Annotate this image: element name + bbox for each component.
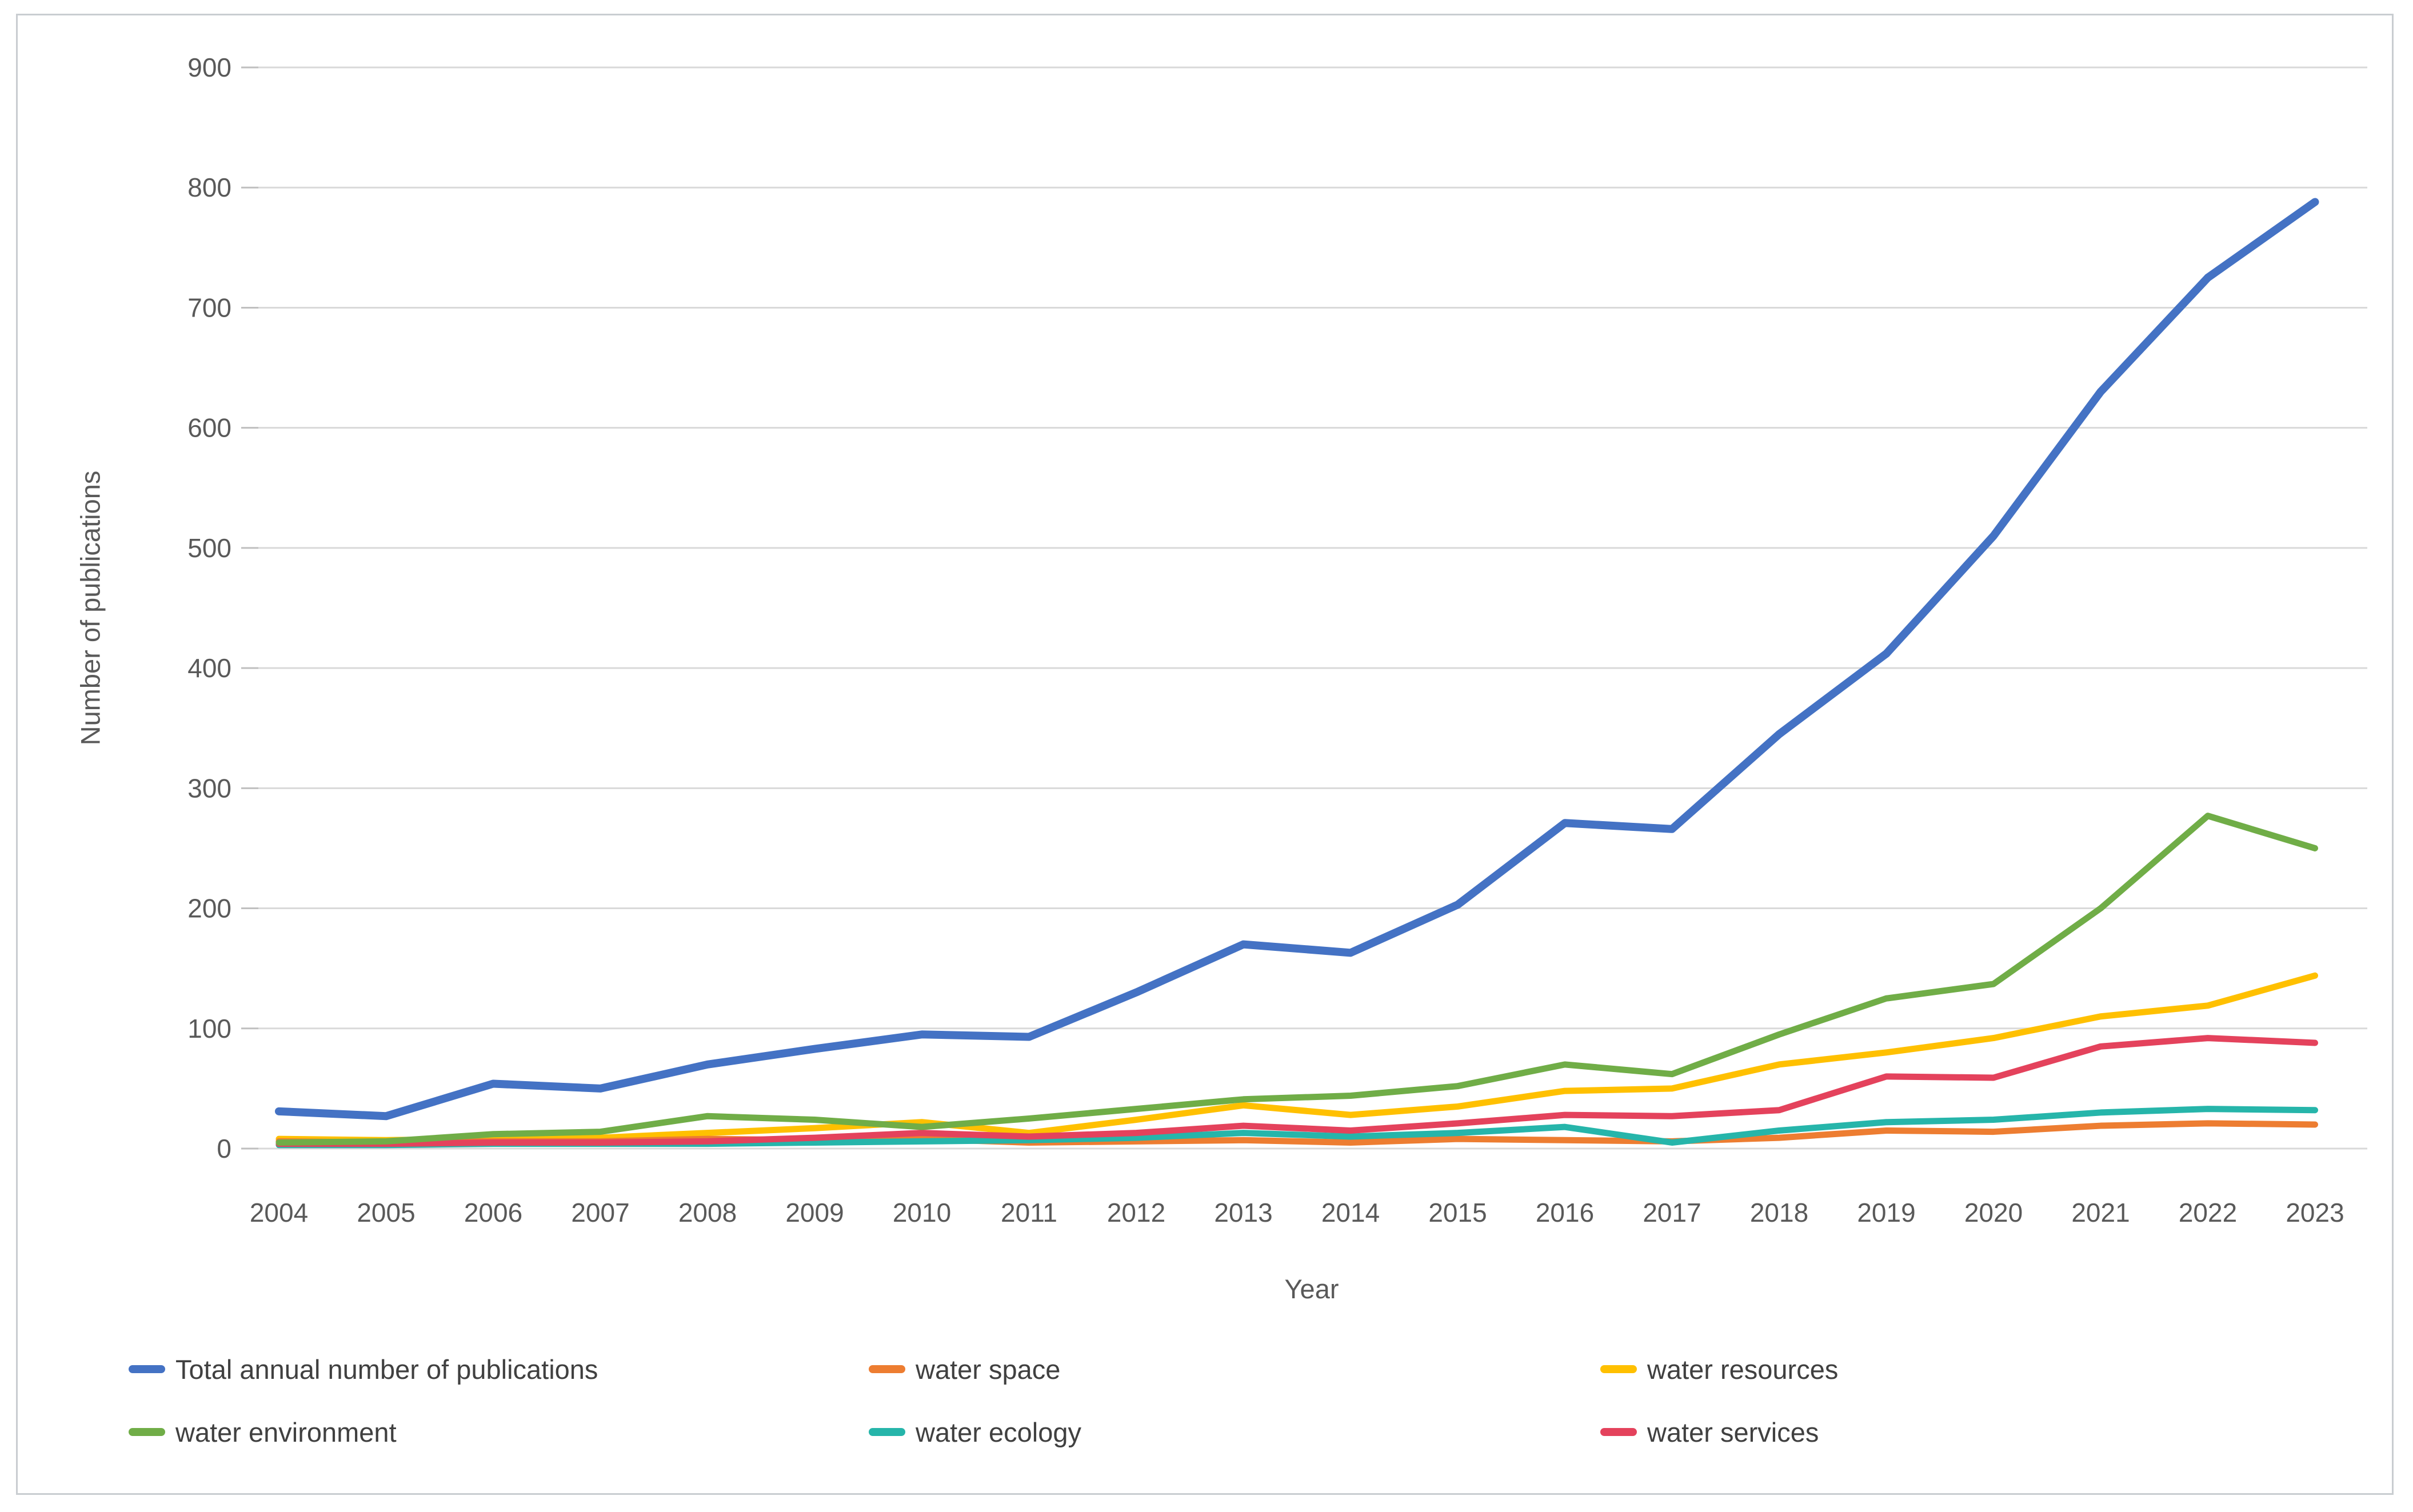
x-tick-label: 2015 (1428, 1198, 1487, 1227)
chart-frame (16, 14, 2394, 1495)
series-line-water-environment (275, 813, 2318, 1146)
legend-label: Total annual number of publications (175, 1354, 598, 1385)
x-tick-label: 2004 (250, 1198, 308, 1227)
series-line-water-services (275, 1035, 2318, 1147)
legend-label: water environment (175, 1417, 397, 1447)
y-tick-label: 700 (187, 293, 231, 322)
x-tick-label: 2017 (1643, 1198, 1701, 1227)
x-tick-label: 2007 (571, 1198, 629, 1227)
y-tick-label: 800 (187, 173, 231, 202)
x-tick-label: 2010 (893, 1198, 951, 1227)
x-tick-label: 2012 (1107, 1198, 1165, 1227)
x-tick-label: 2021 (2071, 1198, 2130, 1227)
legend-label: water resources (1647, 1354, 1839, 1385)
y-tick-label: 600 (187, 413, 231, 443)
x-axis-title: Year (1284, 1274, 1339, 1304)
legend-label: water space (916, 1354, 1061, 1385)
legend-label: water services (1647, 1417, 1819, 1447)
legend-swatch-icon (869, 1428, 905, 1436)
x-tick-label: 2006 (464, 1198, 522, 1227)
legend-item-water-ecology: water ecology (869, 1416, 1081, 1448)
legend-swatch-icon (129, 1365, 165, 1373)
series-line-total-annual-number-of-publications (275, 198, 2319, 1121)
y-axis-title: Number of publications (75, 470, 106, 746)
legend-item-water-services: water services (1600, 1416, 1819, 1448)
series-line-water-resources (275, 972, 2318, 1143)
x-tick-label: 2018 (1750, 1198, 1808, 1227)
legend-swatch-icon (1600, 1365, 1637, 1373)
legend-item-total-annual-number-of-publications: Total annual number of publications (129, 1353, 598, 1385)
legend-item-water-environment: water environment (129, 1416, 397, 1448)
legend-swatch-icon (1600, 1428, 1637, 1436)
y-tick-label: 200 (187, 894, 231, 923)
x-tick-label: 2005 (357, 1198, 415, 1227)
x-tick-label: 2008 (678, 1198, 737, 1227)
x-tick-label: 2013 (1214, 1198, 1272, 1227)
y-tick-label: 500 (187, 533, 231, 563)
x-tick-label: 2009 (785, 1198, 844, 1227)
y-tick-label: 0 (217, 1134, 231, 1163)
x-tick-label: 2022 (2179, 1198, 2237, 1227)
y-tick-label: 400 (187, 653, 231, 683)
x-tick-label: 2016 (1536, 1198, 1594, 1227)
x-tick-label: 2011 (1001, 1198, 1057, 1227)
y-tick-label: 300 (187, 773, 231, 803)
legend-item-water-resources: water resources (1600, 1353, 1838, 1385)
legend-label: water ecology (916, 1417, 1081, 1447)
legend-item-water-space: water space (869, 1353, 1060, 1385)
x-tick-label: 2014 (1321, 1198, 1380, 1227)
y-tick-label: 100 (187, 1014, 231, 1043)
y-tick-label: 900 (187, 53, 231, 82)
x-tick-label: 2023 (2286, 1198, 2344, 1227)
x-tick-label: 2019 (1857, 1198, 1915, 1227)
legend-swatch-icon (869, 1365, 905, 1373)
legend-swatch-icon (129, 1428, 165, 1436)
x-tick-label: 2020 (1964, 1198, 2023, 1227)
